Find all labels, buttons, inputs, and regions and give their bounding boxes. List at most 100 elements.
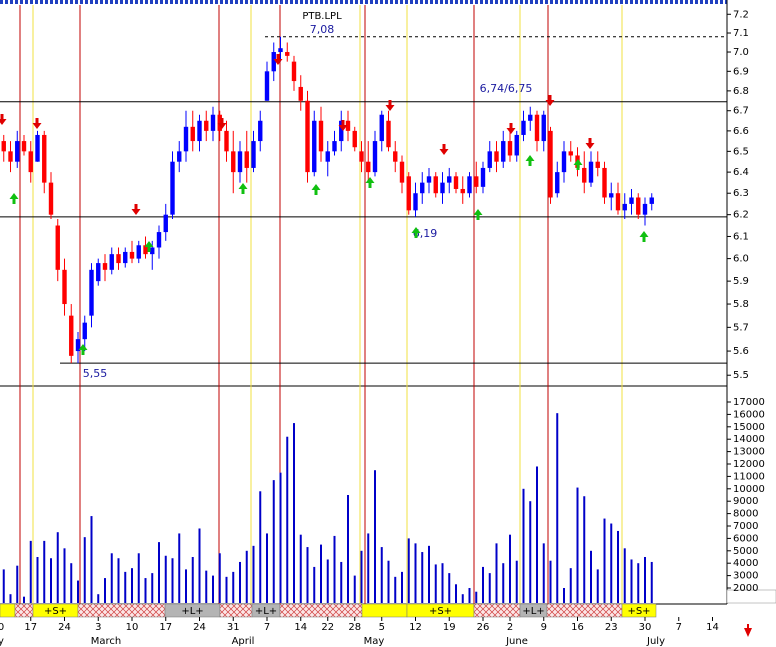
- volume-bar: [2, 569, 5, 603]
- signal-label: +S+: [627, 606, 650, 617]
- candle-body: [642, 203, 648, 215]
- volume-bar: [158, 542, 160, 603]
- y-tick-label: 5.6: [733, 346, 749, 357]
- scroll-arrow[interactable]: [744, 624, 752, 637]
- month-label: y: [0, 636, 4, 647]
- candle-body: [55, 225, 60, 270]
- candle-body: [541, 114, 546, 142]
- level-label: 6,19: [413, 227, 438, 240]
- candle-body: [379, 114, 384, 142]
- sell-arrow: [217, 118, 227, 129]
- volume-bar: [232, 571, 235, 603]
- volume-bar: [380, 547, 383, 603]
- candle-body: [305, 100, 310, 173]
- buy-arrow: [144, 241, 154, 252]
- volume-bar: [347, 495, 349, 603]
- volume-bar: [448, 573, 451, 603]
- volume-bar: [198, 528, 201, 603]
- volume-bar: [326, 559, 329, 603]
- candle-body: [534, 114, 540, 142]
- volume-bar: [279, 472, 282, 603]
- volume-bar: [650, 561, 653, 603]
- signal-segment: [621, 603, 657, 618]
- candle-body: [548, 130, 553, 198]
- volume-bar: [164, 555, 167, 603]
- y-tick-label: 6.4: [733, 167, 749, 178]
- candle-body: [386, 120, 391, 148]
- candle-body: [210, 114, 216, 131]
- volume-bar: [529, 501, 532, 603]
- candle-body: [35, 134, 40, 162]
- candle-body: [278, 48, 283, 53]
- volume-bar: [367, 533, 370, 603]
- signal-segment: [0, 603, 16, 618]
- candle-body: [150, 247, 155, 255]
- x-tick-label: 3: [95, 622, 101, 633]
- volume-bar: [441, 563, 444, 603]
- candle-body: [116, 254, 121, 264]
- volume-tick-label: 6000: [733, 533, 758, 544]
- candle-body: [595, 161, 600, 168]
- volume-bar: [401, 571, 403, 603]
- volume-tick-label: 13000: [733, 447, 765, 458]
- candle-body: [136, 245, 141, 259]
- volume-tick-label: 16000: [733, 409, 765, 420]
- candle-body: [426, 176, 432, 183]
- volume-bar: [97, 594, 100, 603]
- candle-body: [291, 61, 297, 82]
- candle-body: [649, 197, 654, 204]
- y-tick-label: 5.5: [733, 370, 749, 381]
- volume-bar: [596, 569, 599, 603]
- y-tick-label: 5.9: [733, 276, 749, 287]
- volume-bar: [644, 556, 646, 603]
- volume-bar: [387, 560, 390, 603]
- y-tick-label: 6.3: [733, 188, 749, 199]
- x-tick-label: 5: [379, 622, 385, 633]
- x-tick-label: 0: [0, 622, 4, 633]
- volume-bar: [536, 466, 538, 603]
- x-tick-label: 28: [348, 622, 361, 633]
- y-tick-label: 6.1: [733, 231, 749, 242]
- candle-body: [636, 197, 641, 215]
- candle-body: [285, 52, 290, 56]
- volume-bar: [50, 558, 52, 603]
- candle-body: [237, 151, 243, 173]
- sell-arrow: [32, 118, 42, 129]
- buy-arrow: [525, 155, 535, 166]
- volume-bar: [9, 594, 12, 603]
- candle-body: [501, 141, 506, 162]
- signal-segment: [77, 603, 166, 618]
- signal-label: +L+: [181, 606, 203, 617]
- candle-body: [8, 151, 13, 162]
- volume-bar: [117, 558, 120, 603]
- volume-tick-label: 17000: [733, 397, 765, 408]
- month-label: May: [364, 636, 385, 647]
- x-tick-label: 23: [605, 622, 618, 633]
- volume-bar: [637, 563, 640, 603]
- candle-body: [352, 130, 357, 148]
- sell-arrow: [273, 54, 283, 65]
- candle-body: [123, 251, 128, 264]
- candle-body: [271, 52, 276, 72]
- candle-body: [609, 193, 614, 198]
- x-tick-label: 16: [571, 622, 584, 633]
- volume-bar: [482, 566, 484, 603]
- candle-body: [62, 269, 67, 305]
- volume-bar: [502, 563, 505, 603]
- candle-body: [615, 193, 621, 211]
- y-tick-label: 5.7: [733, 322, 749, 333]
- volume-bar: [151, 573, 154, 603]
- volume-bar: [144, 578, 147, 603]
- candle-body: [629, 197, 634, 204]
- volume-bar: [556, 413, 559, 603]
- signal-label: +L+: [522, 606, 544, 617]
- volume-tick-label: 14000: [733, 434, 765, 445]
- x-tick-label: 22: [321, 622, 334, 633]
- candle-body: [514, 134, 519, 156]
- y-tick-label: 6.6: [733, 126, 749, 137]
- candle-body: [420, 182, 425, 194]
- candle-body: [1, 141, 6, 152]
- sell-arrow: [385, 100, 395, 111]
- candle-body: [521, 120, 526, 135]
- volume-bar: [320, 544, 322, 603]
